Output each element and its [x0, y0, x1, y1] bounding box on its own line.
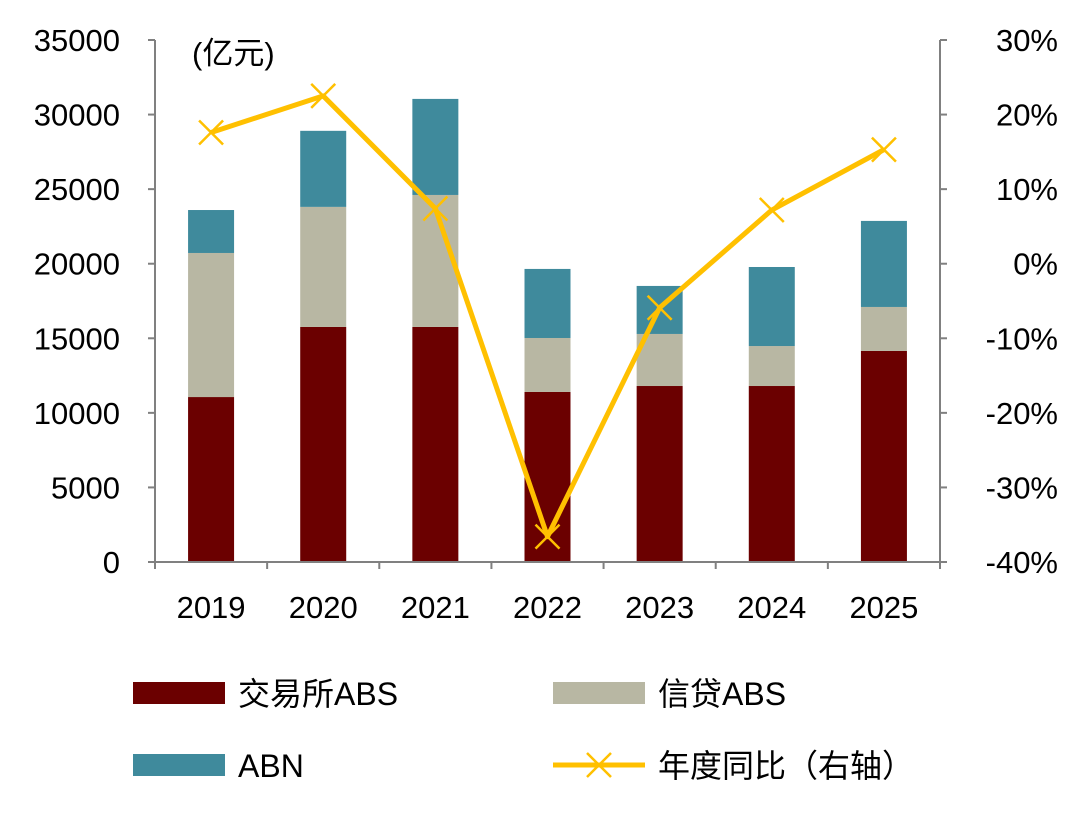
- bar-2024-series-0: [748, 386, 795, 562]
- yoy-point-2023: [646, 294, 673, 321]
- bar-2022-series-2: [524, 268, 571, 338]
- right-tick-label: -10%: [986, 321, 1058, 356]
- legend-item-3: 年度同比（右轴）: [553, 748, 914, 784]
- unit-label: (亿元): [192, 36, 275, 71]
- right-tick-label: 20%: [996, 98, 1058, 133]
- legend-item-2: ABN: [133, 748, 304, 784]
- legend-swatch: [133, 754, 225, 776]
- yoy-point-2024: [758, 197, 785, 223]
- right-tick-label: 10%: [996, 172, 1058, 207]
- x-marker-icon: [871, 136, 897, 163]
- x-tick-label: 2019: [177, 590, 246, 625]
- x-marker-icon: [586, 752, 612, 778]
- bar-2025-series-1: [860, 306, 907, 351]
- legend-label: 交易所ABS: [238, 676, 398, 712]
- left-tick-label: 35000: [34, 23, 120, 58]
- yoy-point-2025: [871, 136, 897, 163]
- x-marker-icon: [534, 523, 561, 550]
- left-tick-label: 15000: [34, 321, 120, 356]
- x-marker-icon: [310, 83, 337, 109]
- bar-2019-series-2: [188, 210, 235, 253]
- x-tick-label: 2022: [513, 590, 582, 625]
- yoy-point-2020: [310, 83, 337, 109]
- x-tick-label: 2024: [737, 590, 806, 625]
- bar-2019-series-0: [188, 397, 235, 562]
- legend-item-1: 信贷ABS: [553, 676, 786, 712]
- right-tick-label: 30%: [996, 23, 1058, 58]
- legend-swatch: [133, 682, 225, 704]
- left-tick-label: 0: [103, 545, 120, 580]
- legend-marker: [586, 752, 612, 778]
- bar-2021-series-2: [412, 98, 459, 195]
- right-tick-label: -30%: [986, 470, 1058, 505]
- x-tick-label: 2025: [849, 590, 918, 625]
- x-marker-icon: [198, 119, 224, 146]
- bar-2020-series-0: [300, 326, 347, 562]
- x-marker-icon: [646, 294, 673, 321]
- x-tick-label: 2021: [401, 590, 470, 625]
- legend-item-0: 交易所ABS: [133, 676, 398, 712]
- bar-2024-series-1: [748, 346, 795, 387]
- bar-2019-series-1: [188, 252, 235, 398]
- left-tick-label: 30000: [34, 98, 120, 133]
- right-tick-label: -40%: [986, 545, 1058, 580]
- bar-2022-series-1: [524, 337, 571, 392]
- legend-label: 年度同比（右轴）: [658, 748, 914, 784]
- bar-2024-series-2: [748, 266, 795, 347]
- bar-2020-series-1: [300, 206, 347, 327]
- right-tick-label: -20%: [986, 396, 1058, 431]
- bars: [188, 98, 907, 562]
- yoy-line: [198, 83, 897, 550]
- axes: 0 5000 10000 15000 20000 25000 30000 35000 -40% -…: [34, 23, 1058, 625]
- right-tick-label: 0%: [1013, 247, 1058, 282]
- yoy-point-2021: [422, 195, 449, 222]
- left-tick-label: 10000: [34, 396, 120, 431]
- x-marker-icon: [422, 195, 449, 222]
- bar-2020-series-2: [300, 130, 347, 207]
- legend: 交易所ABS 信贷ABS ABN 年度同比（右轴）: [133, 676, 914, 784]
- x-marker-icon: [758, 197, 785, 223]
- left-tick-label: 20000: [34, 247, 120, 282]
- yoy-point-2019: [198, 119, 224, 146]
- bar-2021-series-0: [412, 326, 459, 562]
- x-tick-label: 2020: [289, 590, 358, 625]
- left-tick-label: 25000: [34, 172, 120, 207]
- legend-label: 信贷ABS: [658, 676, 786, 712]
- x-tick-label: 2023: [625, 590, 694, 625]
- left-tick-label: 5000: [51, 470, 120, 505]
- legend-swatch: [553, 682, 645, 704]
- bar-2023-series-0: [636, 386, 683, 562]
- legend-label: ABN: [238, 748, 304, 784]
- yoy-point-2022: [534, 523, 561, 550]
- bar-2025-series-2: [860, 220, 907, 307]
- bar-2025-series-0: [860, 350, 907, 562]
